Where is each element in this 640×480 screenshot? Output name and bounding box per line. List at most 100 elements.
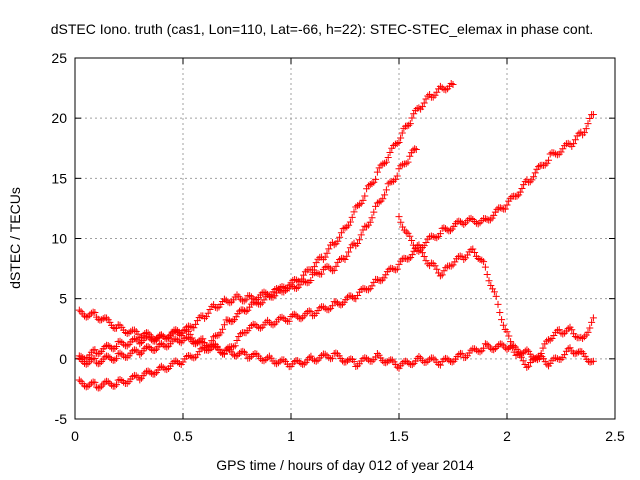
data-point-satellite-a <box>405 121 413 129</box>
data-point-satellite-a <box>393 140 401 148</box>
data-point-satellite-e <box>418 249 426 257</box>
data-point-satellite-a <box>91 378 99 386</box>
data-point-satellite-c <box>159 341 167 349</box>
data-point-satellite-b <box>260 288 268 296</box>
data-point-satellite-e <box>510 348 518 356</box>
data-point-satellite-c <box>380 274 388 282</box>
data-point-satellite-c <box>354 292 362 300</box>
data-point-satellite-d <box>361 354 369 362</box>
data-point-satellite-e <box>481 263 489 271</box>
data-point-satellite-d <box>123 330 131 338</box>
data-point-satellite-a <box>346 218 354 226</box>
data-point-satellite-c <box>545 156 553 164</box>
data-point-satellite-b <box>363 223 371 231</box>
data-point-satellite-d <box>455 350 463 358</box>
data-point-satellite-b <box>240 297 248 305</box>
data-point-satellite-a <box>361 192 369 200</box>
data-point-satellite-e <box>460 256 468 264</box>
data-point-satellite-c <box>348 293 356 301</box>
data-point-satellite-d <box>114 321 122 329</box>
data-point-satellite-a <box>355 201 363 209</box>
data-point-satellite-d <box>546 359 554 367</box>
data-point-satellite-b <box>359 226 367 234</box>
data-point-satellite-e <box>537 350 545 358</box>
data-point-satellite-b <box>296 281 304 289</box>
data-point-satellite-c <box>328 302 336 310</box>
data-point-satellite-a <box>190 354 198 362</box>
data-point-satellite-c <box>493 205 501 213</box>
grid-lines <box>75 58 615 419</box>
data-point-satellite-d <box>184 327 192 335</box>
data-point-satellite-d <box>462 354 470 362</box>
data-point-satellite-d <box>190 337 198 345</box>
data-point-satellite-e <box>422 257 430 265</box>
data-point-satellite-c <box>118 350 126 358</box>
data-point-satellite-c <box>520 181 528 189</box>
data-point-satellite-a <box>147 369 155 377</box>
data-point-satellite-e <box>462 254 470 262</box>
data-point-satellite-a <box>323 249 331 257</box>
data-point-satellite-a <box>256 300 264 308</box>
data-point-satellite-c <box>471 217 479 225</box>
data-point-satellite-d <box>448 358 456 366</box>
data-point-satellite-e <box>451 258 459 266</box>
data-point-satellite-d <box>352 362 360 370</box>
data-point-satellite-a <box>363 185 371 193</box>
data-point-satellite-c <box>96 359 104 367</box>
data-point-satellite-a <box>157 362 165 370</box>
y-tick-label: -5 <box>55 411 68 427</box>
data-point-satellite-e <box>498 316 506 324</box>
data-point-satellite-d <box>581 352 589 360</box>
data-point-satellite-e <box>550 332 558 340</box>
data-point-satellite-a <box>96 384 104 392</box>
data-point-satellite-d <box>103 314 111 322</box>
data-point-satellite-d <box>561 351 569 359</box>
data-point-satellite-c <box>586 115 594 123</box>
data-point-satellite-c <box>526 178 534 186</box>
data-point-satellite-d <box>553 355 561 363</box>
data-point-satellite-c <box>91 355 99 363</box>
data-point-satellite-a <box>161 365 169 373</box>
data-point-satellite-a <box>366 180 374 188</box>
data-point-satellite-e <box>494 300 502 308</box>
data-point-satellite-c <box>141 344 149 352</box>
data-point-satellite-b <box>395 165 403 173</box>
data-point-satellite-b <box>402 160 410 168</box>
data-point-satellite-e <box>487 281 495 289</box>
data-point-satellite-c <box>87 356 95 364</box>
data-point-satellite-b <box>89 346 97 354</box>
data-point-satellite-a <box>359 196 367 204</box>
data-point-satellite-a <box>384 154 392 162</box>
data-point-satellite-e <box>534 356 542 364</box>
data-point-satellite-a <box>217 329 225 337</box>
data-point-satellite-d <box>137 333 145 341</box>
data-point-satellite-c <box>589 111 597 119</box>
data-point-satellite-c <box>305 307 313 315</box>
data-point-satellite-d <box>490 346 498 354</box>
data-point-satellite-e <box>508 343 516 351</box>
data-point-satellite-c <box>352 295 360 303</box>
y-tick-label: 0 <box>59 351 67 367</box>
data-point-satellite-c <box>447 227 455 235</box>
data-point-satellite-c <box>157 339 165 347</box>
data-point-satellite-c <box>474 220 482 228</box>
data-point-satellite-e <box>395 213 403 221</box>
data-point-satellite-e <box>399 223 407 231</box>
data-point-satellite-e <box>539 344 547 352</box>
data-point-satellite-e <box>586 324 594 332</box>
data-point-satellite-d <box>152 335 160 343</box>
data-point-satellite-a <box>219 325 227 333</box>
data-point-satellite-a <box>81 382 89 390</box>
data-point-satellite-d <box>578 348 586 356</box>
data-point-satellite-b <box>409 146 417 154</box>
data-point-satellite-a <box>343 223 351 231</box>
data-point-satellite-e <box>571 333 579 341</box>
data-point-satellite-e <box>440 267 448 275</box>
data-point-satellite-a <box>336 233 344 241</box>
data-point-satellite-a <box>193 351 201 359</box>
data-point-satellite-a <box>75 376 83 384</box>
data-point-satellite-c <box>395 260 403 268</box>
data-point-satellite-c <box>325 306 333 314</box>
data-point-satellite-a <box>184 351 192 359</box>
data-point-satellite-c <box>285 317 293 325</box>
